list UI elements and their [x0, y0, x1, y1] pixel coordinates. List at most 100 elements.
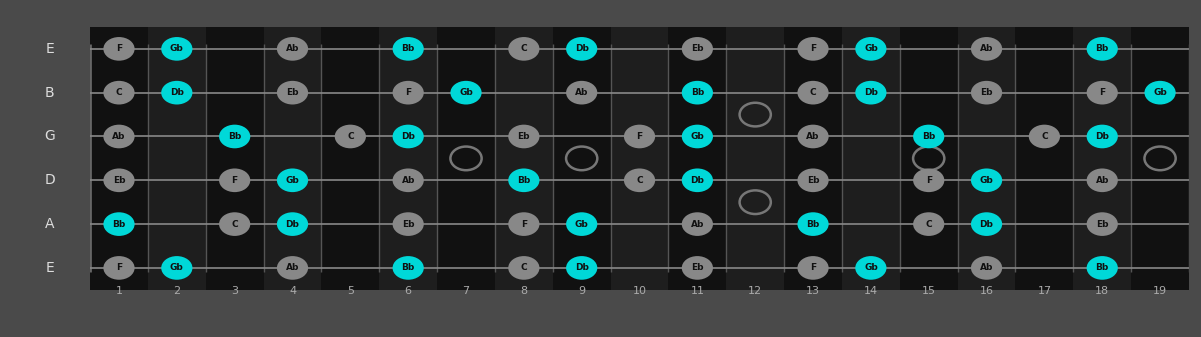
Circle shape	[797, 81, 829, 104]
Circle shape	[219, 212, 250, 236]
Circle shape	[508, 168, 539, 192]
Text: Gb: Gb	[864, 44, 878, 53]
Circle shape	[566, 37, 597, 61]
Text: 2: 2	[173, 286, 180, 296]
Text: B: B	[44, 86, 54, 100]
Circle shape	[393, 168, 424, 192]
Bar	[727, 27, 784, 290]
Circle shape	[970, 37, 1002, 61]
Text: Eb: Eb	[1097, 220, 1109, 228]
Circle shape	[970, 81, 1002, 104]
Circle shape	[682, 125, 713, 148]
Circle shape	[393, 212, 424, 236]
Circle shape	[393, 37, 424, 61]
Circle shape	[277, 168, 309, 192]
Text: F: F	[232, 176, 238, 185]
Circle shape	[682, 81, 713, 104]
Text: 15: 15	[921, 286, 936, 296]
Text: Eb: Eb	[980, 88, 993, 97]
Text: Db: Db	[169, 88, 184, 97]
Circle shape	[393, 125, 424, 148]
Text: 14: 14	[864, 286, 878, 296]
Bar	[610, 27, 669, 290]
Circle shape	[508, 125, 539, 148]
Text: 12: 12	[748, 286, 763, 296]
Circle shape	[970, 168, 1002, 192]
Text: 13: 13	[806, 286, 820, 296]
Bar	[1074, 27, 1131, 290]
Circle shape	[277, 81, 309, 104]
Circle shape	[508, 37, 539, 61]
Circle shape	[103, 37, 135, 61]
Text: Bb: Bb	[518, 176, 531, 185]
Text: F: F	[809, 264, 817, 272]
Text: F: F	[809, 44, 817, 53]
Text: C: C	[926, 220, 932, 228]
Text: F: F	[1099, 88, 1105, 97]
Text: Eb: Eb	[807, 176, 819, 185]
Text: G: G	[44, 129, 55, 144]
Bar	[957, 27, 1016, 290]
Circle shape	[855, 37, 886, 61]
Bar	[784, 27, 842, 290]
Text: Gb: Gb	[980, 176, 993, 185]
Text: Db: Db	[401, 132, 416, 141]
Text: 6: 6	[405, 286, 412, 296]
Text: F: F	[637, 132, 643, 141]
Text: 16: 16	[980, 286, 993, 296]
Text: Gb: Gb	[171, 44, 184, 53]
Text: 18: 18	[1095, 286, 1110, 296]
Text: 1: 1	[115, 286, 123, 296]
Text: C: C	[637, 176, 643, 185]
Text: Ab: Ab	[806, 132, 820, 141]
Circle shape	[1087, 125, 1118, 148]
Circle shape	[797, 125, 829, 148]
Text: 7: 7	[462, 286, 470, 296]
Text: 10: 10	[633, 286, 646, 296]
Bar	[322, 27, 380, 290]
Circle shape	[797, 37, 829, 61]
Bar	[495, 27, 552, 290]
Text: E: E	[46, 42, 54, 56]
Circle shape	[219, 125, 250, 148]
Bar	[205, 27, 263, 290]
Text: D: D	[44, 173, 55, 187]
Text: F: F	[405, 88, 411, 97]
Circle shape	[855, 256, 886, 280]
Circle shape	[913, 212, 944, 236]
Circle shape	[103, 125, 135, 148]
Text: Gb: Gb	[691, 132, 704, 141]
Text: Bb: Bb	[1095, 264, 1109, 272]
Circle shape	[277, 212, 309, 236]
Text: Eb: Eb	[691, 264, 704, 272]
Text: Ab: Ab	[1095, 176, 1109, 185]
Text: Db: Db	[980, 220, 993, 228]
Bar	[380, 27, 437, 290]
Text: Ab: Ab	[575, 88, 588, 97]
Text: F: F	[116, 264, 123, 272]
Text: Bb: Bb	[228, 132, 241, 141]
Text: Db: Db	[575, 264, 588, 272]
Circle shape	[970, 256, 1002, 280]
Text: Ab: Ab	[980, 264, 993, 272]
Bar	[1131, 27, 1189, 290]
Text: Gb: Gb	[171, 264, 184, 272]
Text: Bb: Bb	[806, 220, 819, 228]
Circle shape	[103, 212, 135, 236]
Text: Db: Db	[864, 88, 878, 97]
Circle shape	[161, 81, 192, 104]
Circle shape	[103, 168, 135, 192]
Circle shape	[277, 37, 309, 61]
Text: C: C	[232, 220, 238, 228]
Circle shape	[797, 168, 829, 192]
Text: Ab: Ab	[401, 176, 414, 185]
Circle shape	[335, 125, 366, 148]
Text: E: E	[46, 261, 54, 275]
Circle shape	[682, 212, 713, 236]
Circle shape	[393, 256, 424, 280]
Circle shape	[508, 256, 539, 280]
Circle shape	[797, 256, 829, 280]
Text: 17: 17	[1038, 286, 1051, 296]
Circle shape	[623, 125, 656, 148]
Circle shape	[219, 168, 250, 192]
